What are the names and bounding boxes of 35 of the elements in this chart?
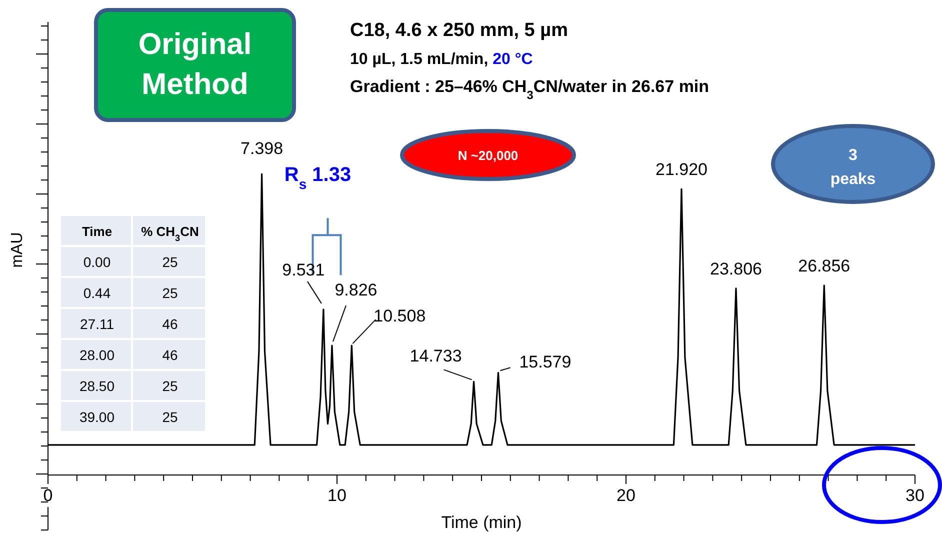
annotation: 14.733 — [410, 346, 462, 366]
text: Gradient : 25–46% CH$_{3}$CN/water in 26.67 min — [350, 77, 710, 102]
annotation: 26.856 — [798, 256, 850, 276]
annotation: 46 — [162, 316, 178, 332]
chart-title: C18, 4.6 x 250 mm, 5 µm — [350, 20, 568, 41]
annotation: 0.00 — [83, 254, 111, 270]
annotation: 39.00 — [79, 409, 115, 425]
annotation: 23.806 — [710, 259, 762, 278]
annotation: 0.44 — [83, 285, 111, 301]
annotation: 27.11 — [80, 316, 114, 332]
x-tick-label: 30 — [906, 486, 924, 505]
annotation: Time — [82, 224, 112, 239]
chart-subtitle: 10 µL, 1.5 mL/min, 20 °C — [350, 51, 534, 68]
y-axis-title: mAU — [9, 232, 26, 268]
annotation: 46 — [162, 347, 178, 363]
annotation: 25 — [162, 409, 178, 425]
annotation: 21.920 — [655, 160, 708, 180]
annotation: 9.826 — [334, 280, 378, 300]
annotation: 28.50 — [79, 378, 115, 394]
annotation: 15.579 — [519, 352, 572, 372]
x-axis-title: Time (min) — [441, 513, 522, 532]
annotation: 25 — [162, 378, 178, 394]
annotation: % CH$_{3}$CN — [141, 224, 199, 243]
annotation: R$_{s}$ 1.33 — [284, 164, 352, 192]
annotation: 28.00 — [79, 347, 115, 363]
annotation: 25 — [162, 254, 178, 270]
annotation: 3 peaks — [830, 147, 876, 188]
annotation: 7.398 — [240, 139, 284, 158]
x-tick-label: 20 — [616, 486, 636, 505]
annotation: 25 — [162, 285, 178, 301]
x-tick-label: 0 — [43, 486, 53, 505]
text: N ~20,000 — [458, 148, 518, 163]
x-tick-label: 10 — [328, 486, 346, 505]
annotation: 10.508 — [374, 306, 426, 326]
text: Original Method — [138, 28, 252, 101]
